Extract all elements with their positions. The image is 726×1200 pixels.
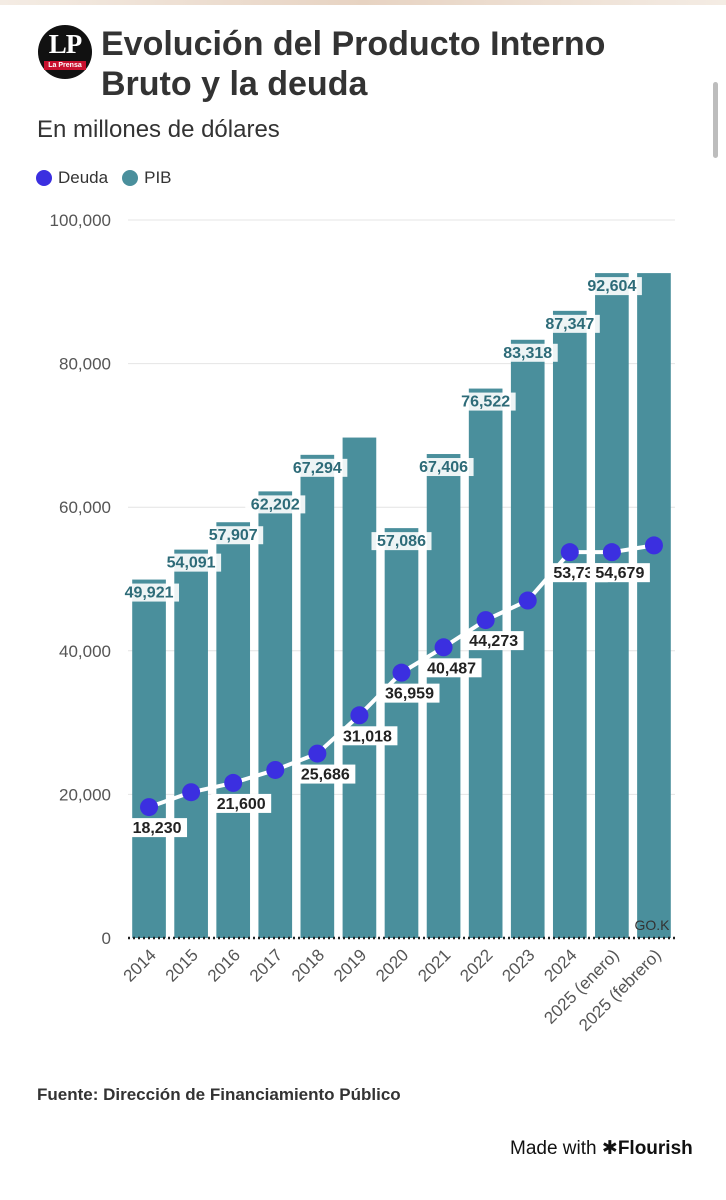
made-with-text: Made with xyxy=(510,1138,597,1159)
pib-label-bg xyxy=(581,277,642,296)
pib-bar xyxy=(595,273,629,938)
y-tick-label: 100,000 xyxy=(50,211,111,230)
pib-label-bg xyxy=(161,553,222,572)
pib-value-label: 92,604 xyxy=(587,278,636,295)
deuda-point xyxy=(224,773,243,792)
x-tick-label: 2023 xyxy=(498,945,538,985)
pib-bar xyxy=(342,437,377,938)
x-tick-label: 2018 xyxy=(288,945,328,985)
pib-value-label: 87,347 xyxy=(545,316,594,333)
legend-swatch-deuda xyxy=(36,170,52,186)
deuda-value-label: 44,273 xyxy=(469,633,518,650)
pib-bar xyxy=(132,579,166,938)
x-tick-label: 2019 xyxy=(330,945,370,985)
logo-letters: LP xyxy=(48,29,83,59)
deuda-point xyxy=(602,543,621,562)
deuda-value-label: 21,600 xyxy=(217,796,266,813)
y-tick-label: 40,000 xyxy=(59,642,111,661)
deuda-point xyxy=(518,591,537,610)
pib-bar xyxy=(174,549,208,938)
x-tick-label: 2014 xyxy=(120,945,160,985)
pib-label-bg xyxy=(413,458,474,477)
legend-label-pib: PIB xyxy=(144,168,172,187)
y-tick-label: 20,000 xyxy=(59,785,111,804)
legend-item-deuda[interactable]: Deuda xyxy=(36,168,108,188)
deuda-point xyxy=(392,663,411,682)
pib-value-label: 62,202 xyxy=(251,496,300,513)
y-tick-label: 80,000 xyxy=(59,355,111,374)
pib-label-bg xyxy=(497,343,558,362)
legend-item-pib[interactable]: PIB xyxy=(122,168,172,188)
x-tick-label: 2020 xyxy=(372,945,412,985)
y-tick-label: 0 xyxy=(102,929,111,948)
pib-bar xyxy=(258,491,293,938)
deuda-point xyxy=(266,760,285,779)
legend-swatch-pib xyxy=(122,170,139,186)
legend-label-deuda: Deuda xyxy=(58,168,109,187)
y-tick-label: 60,000 xyxy=(59,498,111,517)
pib-label-bg xyxy=(245,495,306,514)
deuda-value-label: 31,018 xyxy=(343,728,392,745)
deuda-label-bg xyxy=(589,563,650,583)
flourish-star-icon: ✱ xyxy=(601,1138,618,1159)
deuda-value-label: 18,230 xyxy=(133,820,182,837)
pib-label-bg xyxy=(287,458,348,477)
deuda-label-bg xyxy=(463,631,524,651)
deuda-label-bg xyxy=(421,658,482,678)
deuda-point xyxy=(140,798,159,817)
legend: Deuda PIB xyxy=(36,168,186,188)
pib-label-bg xyxy=(203,526,264,545)
pib-value-label: 76,522 xyxy=(461,394,510,411)
logo-name: La Prensa xyxy=(44,61,86,70)
deuda-point xyxy=(308,744,327,763)
source-note: Fuente: Dirección de Financiamiento Públ… xyxy=(37,1085,401,1104)
pib-value-label: 83,318 xyxy=(503,345,552,362)
la-prensa-logo: LP La Prensa xyxy=(38,25,92,79)
pib-value-label: 54,091 xyxy=(167,555,216,572)
x-tick-label: 2017 xyxy=(246,945,286,985)
pib-value-label: 57,086 xyxy=(377,533,426,550)
deuda-point xyxy=(560,543,579,562)
deuda-label-bg xyxy=(127,818,188,838)
deuda-label-bg xyxy=(211,793,272,813)
chart-subtitle: En millones de dólares xyxy=(37,116,280,143)
deuda-point xyxy=(434,638,453,657)
zero-overlap-label: GO.K xyxy=(634,917,670,933)
x-tick-label: 2021 xyxy=(414,945,454,985)
top-decor-bar xyxy=(0,0,726,5)
x-tick-label: 2015 xyxy=(162,945,202,985)
pib-bar xyxy=(637,273,671,938)
scrollbar[interactable] xyxy=(713,82,718,158)
pib-value-label: 49,921 xyxy=(125,585,174,602)
pib-label-bg xyxy=(539,314,600,333)
pib-value-label: 67,294 xyxy=(293,460,342,477)
pib-bar xyxy=(216,522,251,938)
x-tick-label: 2016 xyxy=(204,945,244,985)
pib-label-bg xyxy=(455,392,516,411)
deuda-value-label: 40,487 xyxy=(427,660,476,677)
deuda-point xyxy=(476,611,495,630)
pib-label-bg xyxy=(371,532,432,551)
deuda-value-label: 25,686 xyxy=(301,767,350,784)
deuda-label-bg xyxy=(379,683,440,703)
deuda-point xyxy=(182,783,201,802)
deuda-point xyxy=(350,706,369,725)
chart-title: Evolución del Producto Interno Bruto y l… xyxy=(101,25,606,103)
deuda-value-label: 36,959 xyxy=(385,686,434,703)
deuda-point xyxy=(644,536,663,555)
pib-bar xyxy=(300,454,335,938)
pib-bar xyxy=(552,310,587,939)
deuda-label-bg xyxy=(337,726,398,746)
deuda-label-bg xyxy=(295,764,356,784)
pib-label-bg xyxy=(119,583,180,602)
pib-value-label: 67,406 xyxy=(419,459,468,476)
deuda-value-label: 54,679 xyxy=(595,565,644,582)
flourish-credit[interactable]: Made with ✱Flourish xyxy=(510,1137,693,1160)
flourish-brand: Flourish xyxy=(617,1138,693,1159)
gdp-debt-chart: 0 20,000 40,000 60,000 80,000 100,000 49,921 54… xyxy=(50,211,675,1035)
pib-value-label: 57,907 xyxy=(209,527,258,544)
x-tick-label: 2022 xyxy=(456,945,496,985)
